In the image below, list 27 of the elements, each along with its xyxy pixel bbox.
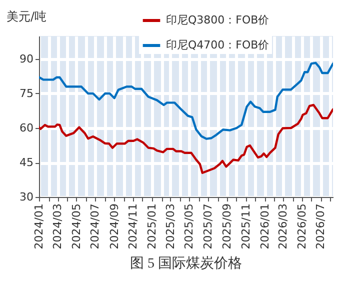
y-tick-label: 45: [20, 156, 34, 169]
x-tick-label: 2025/09: [220, 204, 234, 250]
legend-label: 印尼Q3800：FOB价: [166, 14, 270, 26]
y-tick-label: 30: [20, 190, 34, 204]
x-tick-label: 2024/11: [126, 204, 140, 250]
x-tick-label: 2024/07: [88, 204, 102, 250]
text: 图 5 国际煤炭价格: [130, 256, 242, 272]
x-tick-label: 2026/03: [276, 204, 290, 250]
x-tick-label: 2026/01: [258, 204, 272, 250]
x-tick-label: 2024/03: [51, 204, 64, 250]
x-tick-label: 2025/05: [182, 204, 196, 250]
legend-label: 印尼Q4700：FOB价: [166, 38, 270, 52]
x-tick-label: 2024/01: [32, 204, 46, 250]
x-tick-label: 2025/03: [164, 204, 177, 250]
x-tick-label: 2024/05: [70, 204, 83, 250]
x-tick-label: 2025/01: [146, 204, 159, 250]
y-tick-label: 75: [20, 87, 34, 100]
x-tick-label: 2026/05: [295, 204, 308, 250]
y-tick-label: 60: [20, 122, 34, 134]
line-series: [39, 104, 333, 174]
x-tick-label: 2026/07: [314, 204, 328, 250]
line-series: [39, 62, 333, 140]
y-tick-label: 90: [20, 52, 34, 66]
x-tick-label: 2025/07: [201, 204, 214, 250]
x-tick-label: 2025/11: [239, 204, 252, 250]
x-tick-label: 2024/09: [108, 204, 121, 250]
y-axis-title: 美元/吨: [6, 10, 47, 24]
